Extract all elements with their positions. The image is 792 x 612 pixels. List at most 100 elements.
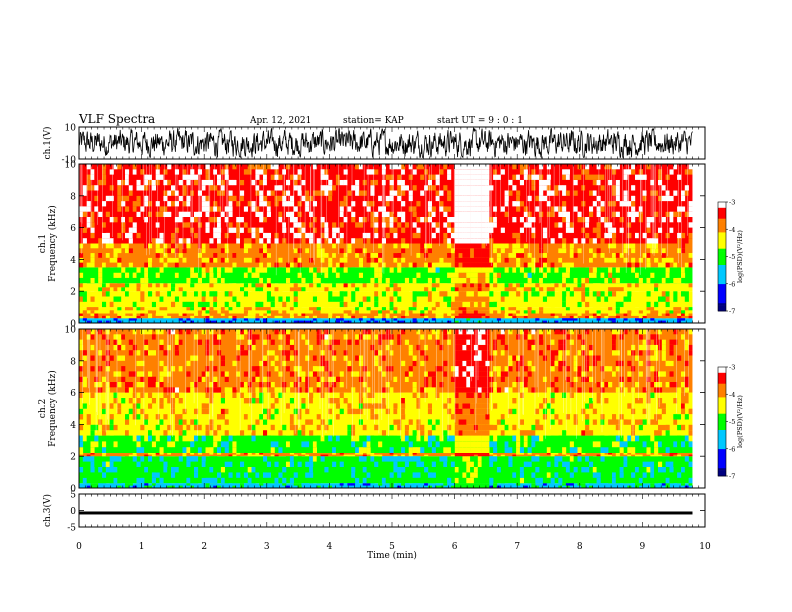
- spectral-cell: [473, 169, 478, 175]
- spectral-cell: [431, 267, 436, 273]
- spectral-cell: [358, 222, 363, 228]
- spectral-cell: [209, 320, 214, 323]
- spectral-cell: [385, 315, 390, 319]
- spectral-cell: [140, 296, 145, 302]
- spectral-cell: [658, 195, 663, 202]
- spectral-cell: [573, 169, 578, 175]
- spectral-cell: [82, 283, 87, 288]
- spectral-cell: [439, 253, 444, 258]
- spectral-cell: [105, 320, 110, 323]
- spectral-cell: [454, 277, 459, 284]
- spectral-cell: [470, 262, 475, 268]
- spectral-cell: [489, 301, 494, 308]
- spectral-cell: [378, 253, 383, 258]
- spectral-cell: [186, 287, 191, 292]
- spectral-cell: [420, 179, 425, 186]
- spectral-cell: [128, 318, 133, 321]
- spectral-cell: [328, 248, 333, 254]
- spectral-cell: [163, 169, 168, 175]
- spectral-cell: [401, 307, 406, 311]
- spectral-cell: [658, 222, 663, 228]
- spectral-cell: [393, 454, 398, 457]
- spectral-cell: [316, 211, 321, 217]
- spectral-cell: [462, 447, 467, 453]
- spectral-cell: [102, 307, 107, 311]
- spectral-cell: [496, 461, 501, 467]
- spectral-cell: [309, 467, 314, 473]
- spectral-cell: [516, 243, 521, 249]
- spectral-cell: [458, 467, 463, 473]
- spectral-cell: [589, 211, 594, 217]
- spectral-cell: [612, 301, 617, 308]
- spectral-cell: [654, 190, 659, 196]
- spectral-cell: [654, 301, 659, 308]
- spectral-cell: [393, 164, 398, 170]
- spectral-cell: [638, 287, 643, 292]
- spectral-cell: [573, 424, 578, 431]
- spectral-cell: [539, 453, 544, 455]
- spectral-cell: [508, 467, 513, 473]
- spectral-cell: [102, 201, 107, 207]
- spectral-cell: [673, 313, 678, 316]
- spectral-cell: [458, 447, 463, 453]
- spectral-cell: [681, 454, 686, 457]
- spectral-cell: [558, 453, 563, 455]
- spectral-cell: [282, 467, 287, 473]
- spectral-cell: [569, 222, 574, 228]
- spectral-cell: [493, 277, 498, 284]
- spectral-cell: [604, 424, 609, 431]
- spectral-cell: [527, 310, 532, 314]
- spectral-cell: [351, 461, 356, 467]
- spectral-cell: [596, 461, 601, 467]
- spectral-cell: [635, 477, 640, 484]
- spectral-cell: [182, 301, 187, 308]
- spectral-cell: [263, 164, 268, 170]
- spectral-cell: [335, 301, 340, 308]
- spectral-cell: [117, 467, 122, 473]
- spectral-cell: [504, 243, 509, 249]
- spectral-cell: [477, 206, 482, 212]
- spectral-cell: [186, 307, 191, 311]
- spectral-cell: [309, 477, 314, 484]
- spectral-cell: [523, 313, 528, 316]
- spectral-cell: [378, 485, 383, 488]
- spectral-cell: [619, 272, 624, 278]
- spectral-cell: [585, 222, 590, 228]
- spectral-cell: [270, 277, 275, 284]
- spectral-cell: [324, 277, 329, 284]
- spectral-cell: [94, 169, 99, 175]
- spectral-cell: [458, 483, 463, 486]
- spectral-cell: [98, 483, 103, 486]
- spectral-cell: [247, 227, 252, 233]
- spectral-cell: [128, 454, 133, 457]
- spectral-cell: [404, 291, 409, 297]
- spectral-cell: [301, 430, 306, 436]
- spectral-cell: [627, 283, 632, 288]
- spectral-cell: [485, 206, 490, 212]
- spectral-cell: [155, 313, 160, 316]
- spectral-cell: [320, 456, 325, 462]
- spectral-cell: [684, 467, 689, 473]
- spectral-cell: [347, 315, 352, 319]
- spectral-cell: [148, 291, 153, 297]
- spectral-cell: [608, 201, 613, 207]
- spectral-cell: [263, 435, 268, 442]
- spectral-cell: [531, 283, 536, 288]
- spectral-cell: [374, 283, 379, 288]
- spectral-cell: [600, 483, 605, 486]
- spectral-cell: [121, 227, 126, 233]
- spectral-cell: [424, 483, 429, 486]
- spectral-cell: [397, 318, 402, 321]
- spectral-cell: [493, 318, 498, 321]
- spectral-cell: [504, 447, 509, 453]
- spectral-cell: [355, 222, 360, 228]
- spectral-cell: [615, 472, 620, 478]
- spectral-cell: [412, 222, 417, 228]
- spectral-cell: [182, 447, 187, 453]
- spectral-cell: [374, 222, 379, 228]
- spectral-cell: [335, 472, 340, 478]
- spectral-cell: [558, 467, 563, 473]
- spectral-cell: [393, 217, 398, 223]
- spectral-cell: [328, 206, 333, 212]
- spectral-cell: [523, 320, 528, 323]
